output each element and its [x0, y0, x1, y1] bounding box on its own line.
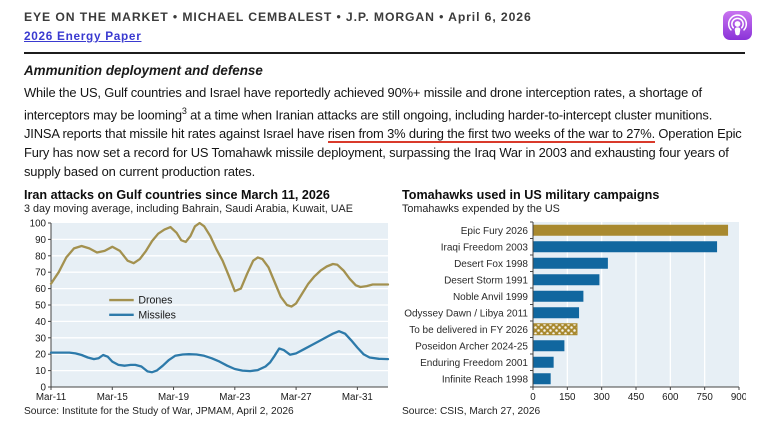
svg-text:Mar-15: Mar-15 [97, 392, 129, 403]
tomahawks-chart-block: Tomahawks used in US military campaigns … [402, 188, 746, 417]
svg-text:100: 100 [30, 219, 47, 230]
svg-text:Enduring Freedom 2001: Enduring Freedom 2001 [420, 358, 528, 369]
paragraph-part2: at a time when Iranian attacks are still… [24, 107, 713, 142]
svg-text:Odyssey Dawn / Libya 2011: Odyssey Dawn / Libya 2011 [404, 309, 528, 320]
svg-text:Mar-23: Mar-23 [219, 392, 251, 403]
podcast-glyph [727, 14, 748, 36]
svg-text:Desert Storm 1991: Desert Storm 1991 [444, 276, 528, 287]
svg-text:Desert Fox 1998: Desert Fox 1998 [454, 259, 528, 270]
svg-text:Iraqi Freedom 2003: Iraqi Freedom 2003 [441, 243, 529, 254]
svg-text:Mar-27: Mar-27 [281, 392, 312, 403]
svg-text:Poseidon Archer 2024-25: Poseidon Archer 2024-25 [415, 342, 528, 353]
svg-text:150: 150 [559, 392, 576, 403]
paragraph-part3: Operation Epic Fury has now set a record… [24, 126, 742, 180]
svg-text:80: 80 [35, 252, 46, 263]
header-link[interactable]: 2026 Energy Paper [24, 29, 142, 43]
svg-text:Drones: Drones [138, 295, 172, 307]
svg-text:900: 900 [731, 392, 746, 403]
svg-text:60: 60 [35, 284, 46, 295]
svg-text:750: 750 [696, 392, 713, 403]
svg-text:300: 300 [593, 392, 610, 403]
right-chart-subtitle: Tomahawks expended by the US [402, 203, 560, 216]
header: EYE ON THE MARKET • MICHAEL CEMBALEST • … [24, 10, 752, 54]
svg-text:600: 600 [662, 392, 679, 403]
red-underlined-phrase: risen from 3% during the first two weeks… [327, 126, 655, 144]
svg-text:450: 450 [628, 392, 645, 403]
svg-text:0: 0 [530, 392, 536, 403]
svg-text:Mar-11: Mar-11 [36, 392, 66, 403]
svg-text:50: 50 [35, 301, 46, 312]
tomahawks-bar-chart: Epic Fury 2026 Iraqi Freedom 2003 Desert F… [404, 221, 746, 403]
charts-row: Iran attacks on Gulf countries since Mar… [24, 188, 746, 417]
header-title: EYE ON THE MARKET • MICHAEL CEMBALEST • … [24, 10, 532, 24]
page: EYE ON THE MARKET • MICHAEL CEMBALEST • … [24, 10, 752, 417]
svg-text:Noble Anvil 1999: Noble Anvil 1999 [453, 292, 528, 303]
iran-attacks-chart-block: Iran attacks on Gulf countries since Mar… [24, 188, 402, 417]
right-chart-title: Tomahawks used in US military campaigns [402, 188, 660, 203]
svg-text:Missiles: Missiles [138, 310, 176, 322]
svg-text:10: 10 [35, 366, 46, 377]
svg-text:20: 20 [35, 350, 46, 361]
apple-podcasts-icon[interactable] [723, 11, 752, 40]
iran-attacks-line-chart: 0 10 20 30 40 50 60 70 80 90 100 Mar-11 Mar-15 Mar-19… [30, 219, 390, 403]
left-chart-title: Iran attacks on Gulf countries since Mar… [24, 188, 330, 203]
header-divider [24, 52, 745, 54]
left-chart-subtitle: 3 day moving average, including Bahrain,… [24, 203, 353, 216]
svg-text:Epic Fury 2026: Epic Fury 2026 [461, 226, 529, 237]
section-heading: Ammunition deployment and defense [24, 63, 263, 78]
paragraph-part1: While the US, Gulf countries and Israel … [24, 85, 702, 123]
svg-text:0: 0 [41, 383, 47, 394]
svg-text:Mar-31: Mar-31 [342, 392, 373, 403]
svg-text:40: 40 [35, 317, 46, 328]
svg-text:90: 90 [35, 235, 46, 246]
svg-text:To be delivered in FY 2026: To be delivered in FY 2026 [409, 325, 528, 336]
left-chart-source: Source: Institute for the Study of War, … [24, 406, 294, 418]
footnote-marker: 3 [181, 106, 187, 116]
svg-text:70: 70 [35, 268, 46, 279]
body-paragraph: While the US, Gulf countries and Israel … [24, 83, 745, 181]
svg-text:Infinite Reach 1998: Infinite Reach 1998 [442, 375, 529, 386]
svg-text:30: 30 [35, 334, 46, 345]
svg-text:Mar-19: Mar-19 [158, 392, 189, 403]
right-chart-source: Source: CSIS, March 27, 2026 [402, 406, 541, 418]
